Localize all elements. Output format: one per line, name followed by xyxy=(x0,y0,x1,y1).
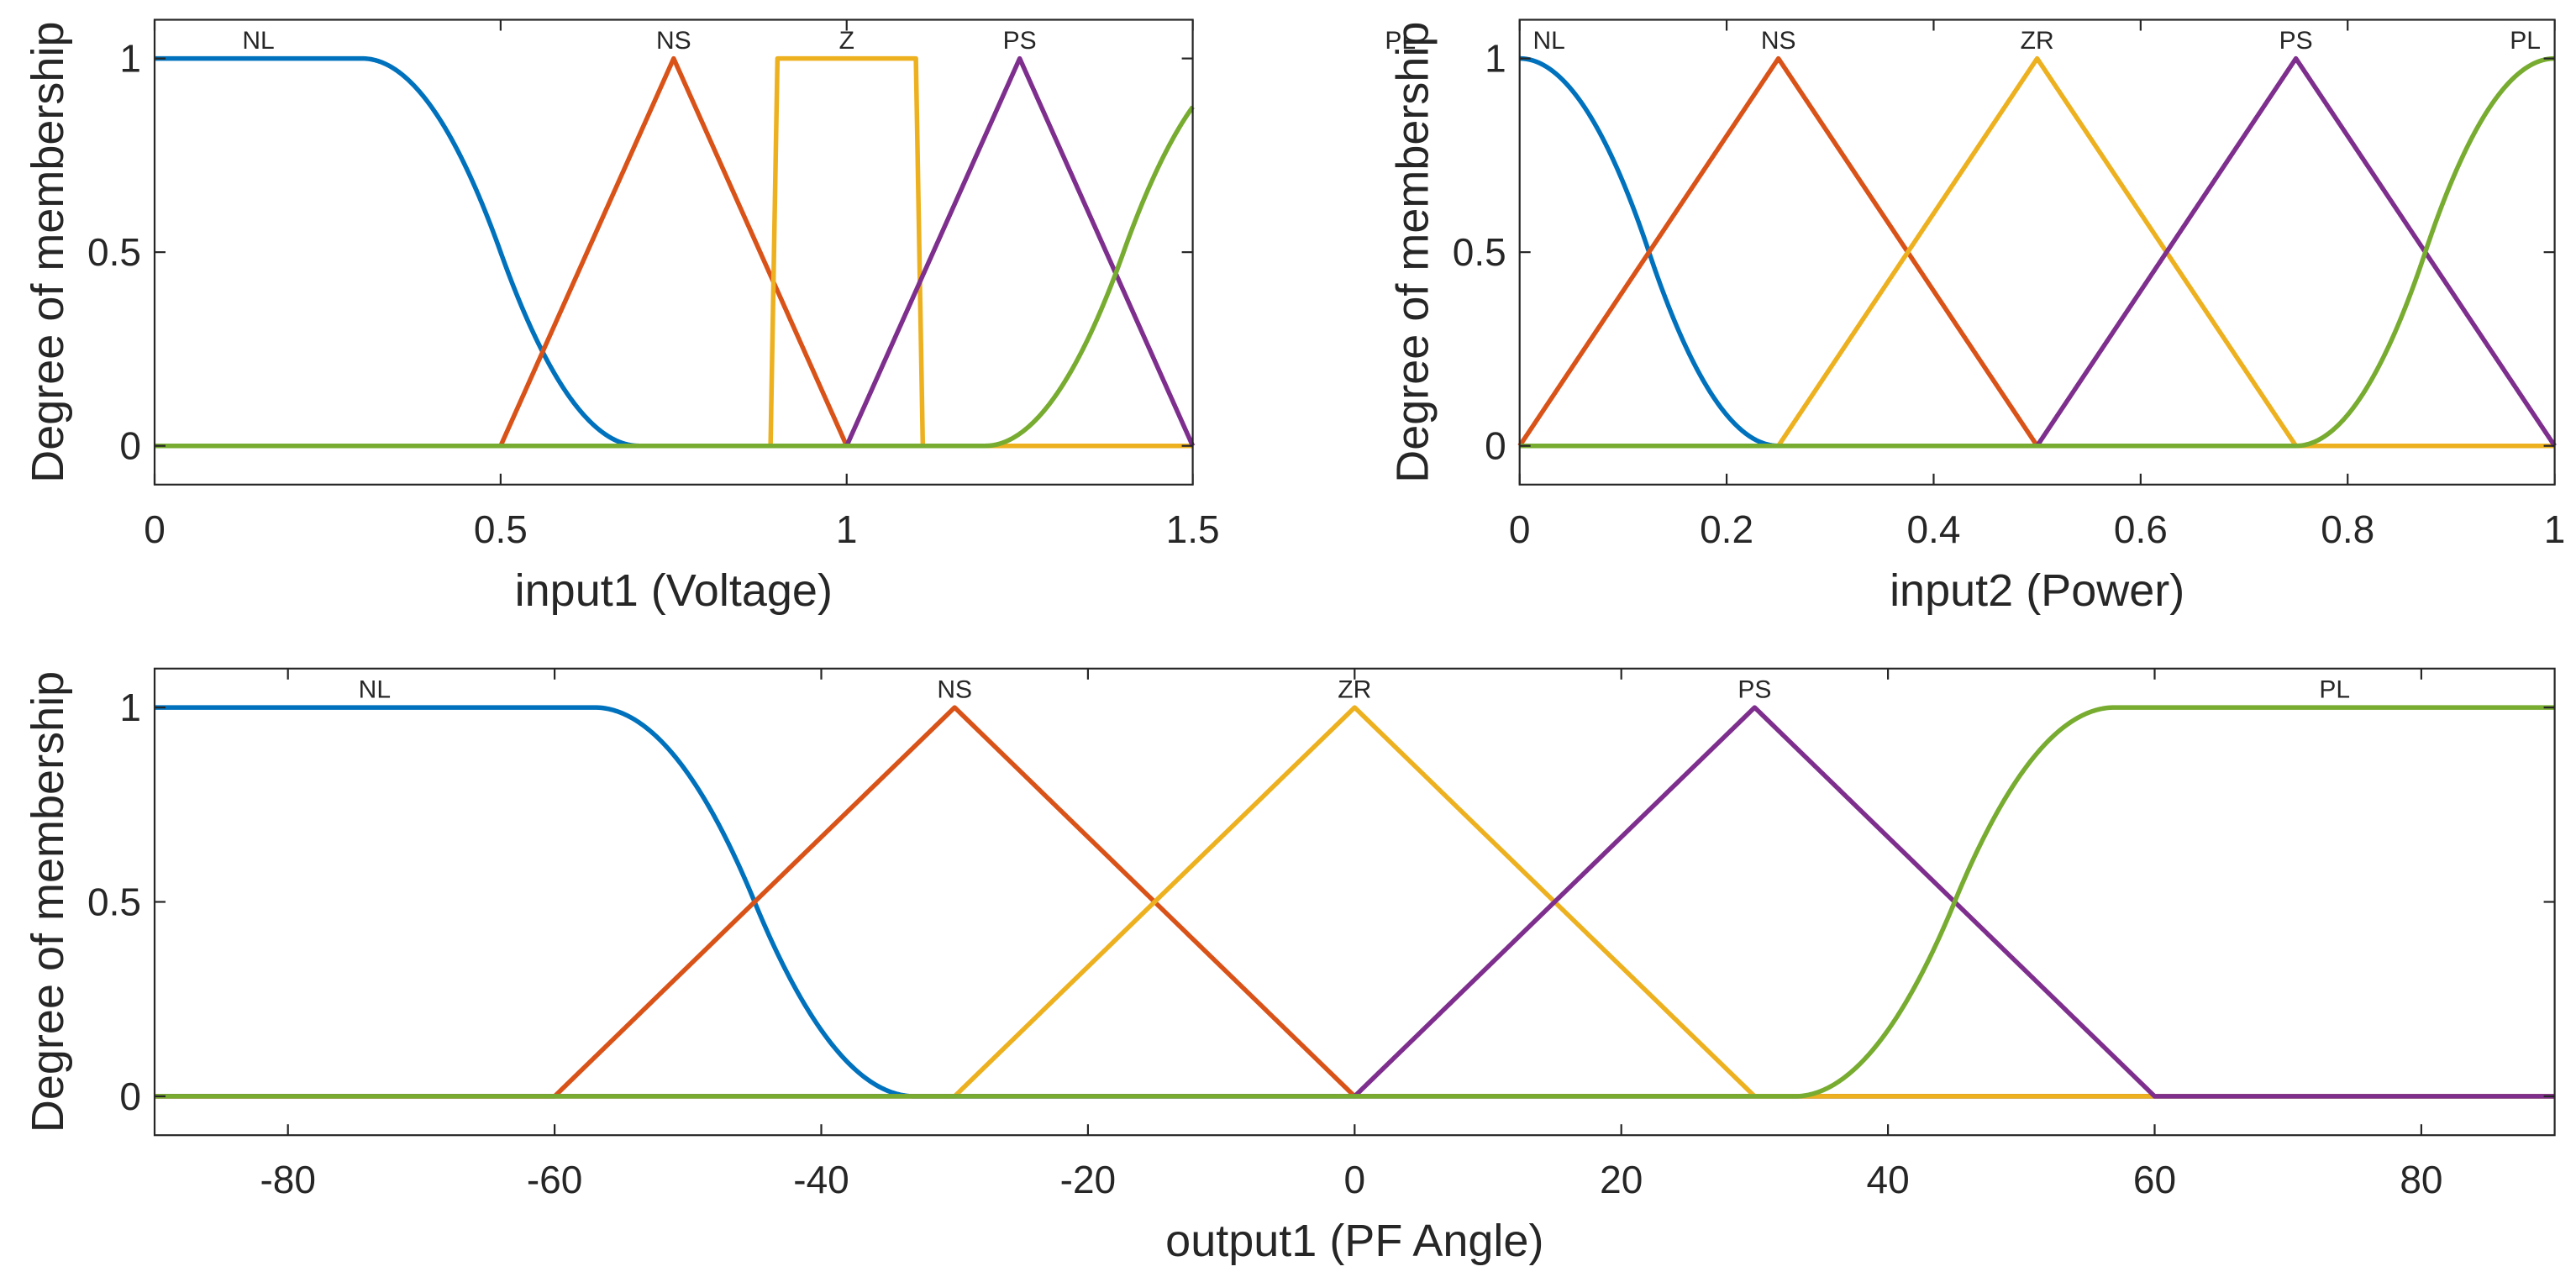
plot-area xyxy=(155,19,1193,485)
mf-label-ps: PS xyxy=(2279,27,2313,55)
membership-plot-2: 0 0.2 0.4 0.6 0.8 1 0 0.5 1 input2 (Power) Degree … xyxy=(1388,18,2566,616)
mf-label-ns: NS xyxy=(937,676,972,704)
mf-label-z: Z xyxy=(839,27,854,55)
mf-label-nl: NL xyxy=(242,27,274,55)
xtick-label: 1 xyxy=(836,507,858,551)
mf-label-ps: PS xyxy=(1003,27,1037,55)
mf-label-nl: NL xyxy=(1533,27,1565,55)
x-axis-label: input1 (Voltage) xyxy=(515,565,833,616)
xtick-label: 0.5 xyxy=(474,507,528,551)
mf-label-nl: NL xyxy=(359,676,391,704)
xtick-label: 20 xyxy=(1600,1158,1643,1201)
x-axis-label: input2 (Power) xyxy=(1890,565,2184,616)
mf-label-ns: NS xyxy=(1761,27,1796,55)
ytick-label: 0 xyxy=(119,424,141,468)
xtick-label: -80 xyxy=(260,1158,315,1201)
y-axis-label: Degree of membership xyxy=(23,22,73,483)
mf-curve-pl xyxy=(1517,55,2557,449)
xtick-label: -40 xyxy=(793,1158,849,1201)
ytick-label: 1 xyxy=(1485,37,1506,81)
xtick-label: 0.2 xyxy=(1700,507,1753,551)
ytick-label: 1 xyxy=(119,686,141,729)
mf-label-zr: ZR xyxy=(1338,676,1371,704)
mf-label-zr: ZR xyxy=(2021,27,2054,55)
y-axis-label: Degree of membership xyxy=(23,671,73,1132)
y-axis-label: Degree of membership xyxy=(1388,22,1438,483)
xtick-label: 80 xyxy=(2400,1158,2442,1201)
xtick-label: 1.5 xyxy=(1166,507,1220,551)
plot-area xyxy=(1519,19,2555,485)
ytick-label: 0.5 xyxy=(1453,230,1506,274)
x-axis-label: output1 (PF Angle) xyxy=(1165,1216,1543,1266)
xtick-label: 1 xyxy=(2544,507,2566,551)
xtick-label: 60 xyxy=(2133,1158,2176,1201)
mf-curve-pl xyxy=(154,705,2555,1099)
membership-plot-3: -80 -60 -40 -20 0 20 40 60 80 0 0.5 1 output1 (PF An… xyxy=(23,667,2556,1266)
ytick-label: 0.5 xyxy=(87,880,141,924)
xtick-label: 40 xyxy=(1867,1158,1910,1201)
ytick-label: 1 xyxy=(119,37,141,81)
ytick-label: 0.5 xyxy=(87,230,141,274)
mf-label-pl: PL xyxy=(1385,27,1416,55)
xtick-label: 0 xyxy=(1344,1158,1366,1201)
xtick-label: 0 xyxy=(144,507,166,551)
mf-label-ps: PS xyxy=(1737,676,1771,704)
mf-label-pl: PL xyxy=(2510,27,2541,55)
xtick-label: -60 xyxy=(527,1158,582,1201)
ytick-label: 0 xyxy=(1485,424,1506,468)
mf-label-pl: PL xyxy=(2319,676,2350,704)
xtick-label: -20 xyxy=(1060,1158,1116,1201)
xtick-label: 0 xyxy=(1509,507,1531,551)
xtick-label: 0.6 xyxy=(2114,507,2168,551)
mf-label-ns: NS xyxy=(656,27,691,55)
plot-area xyxy=(155,668,2555,1136)
mf-curve-pl xyxy=(153,105,1195,449)
xtick-label: 0.4 xyxy=(1906,507,1960,551)
xtick-label: 0.8 xyxy=(2321,507,2374,551)
ytick-label: 0 xyxy=(119,1075,141,1118)
